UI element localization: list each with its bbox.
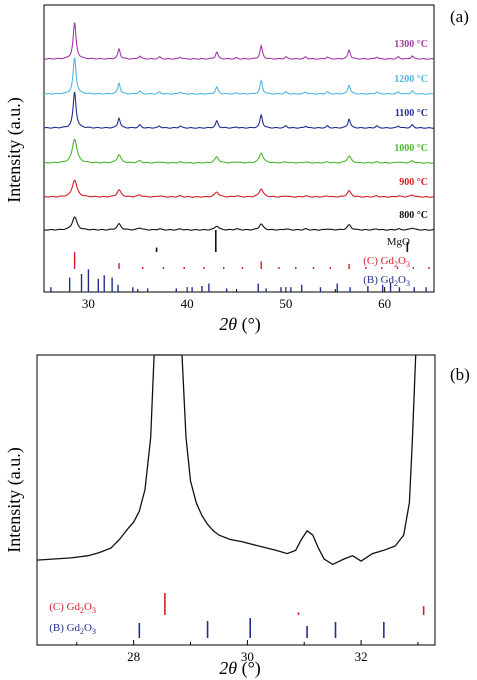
panel-a-series: 1300 °C 1200 °C 1100 °C 1000 °C 900 °C 800 °C bbox=[43, 22, 434, 231]
series-label-1000-c: 1000 °C bbox=[394, 143, 428, 154]
series-label-1200-c: 1200 °C bbox=[394, 74, 428, 85]
series-1100-c-line bbox=[43, 91, 434, 129]
ref-label-mgo: MgO bbox=[387, 236, 410, 248]
series-800-c-line bbox=[43, 216, 434, 231]
panel-b-x-axis: 28 30 32 bbox=[76, 640, 419, 664]
series-label-800-c: 800 °C bbox=[399, 210, 428, 221]
panel-b: (b) Intensity (a.u.) 28 30 32 (C) Gd2O3 (B)… bbox=[4, 354, 470, 679]
series-label-1300-c: 1300 °C bbox=[394, 39, 428, 50]
panel-b-label: (b) bbox=[450, 365, 470, 384]
panel-a-x-tick-label: 50 bbox=[279, 296, 292, 311]
series-label-900-c: 900 °C bbox=[399, 177, 428, 188]
ref-b-label-c-gd: (C) Gd2O3 bbox=[49, 601, 96, 615]
panel-a-xlabel: 2θ (°) bbox=[219, 314, 261, 335]
ref-b-label-b-gd: (B) Gd2O3 bbox=[49, 622, 96, 636]
series-label-1100-c: 1100 °C bbox=[395, 108, 428, 119]
panel-b-x-tick-label: 32 bbox=[355, 649, 368, 664]
panel-a-x-tick-label: 40 bbox=[181, 296, 194, 311]
series-1200-c-line bbox=[43, 57, 434, 95]
series-1000-c-line bbox=[43, 138, 434, 164]
panel-b-ylabel: Intensity (a.u.) bbox=[4, 447, 25, 552]
panel-a-x-tick-label: 60 bbox=[378, 296, 391, 311]
series-900-c-line bbox=[44, 179, 434, 198]
panel-a-x-axis: 30 40 50 60 bbox=[82, 287, 435, 311]
panel-a: (a) Intensity (a.u.) 30 40 50 60 1300 °C 120… bbox=[4, 4, 469, 335]
panel-b-xlabel: 2θ (°) bbox=[219, 658, 261, 679]
panel-b-references: (C) Gd2O3 (B) Gd2O3 bbox=[49, 593, 425, 638]
panel-a-frame bbox=[43, 4, 435, 293]
ref-label-c-gd: (C) Gd2O3 bbox=[363, 255, 410, 269]
diffraction-curve bbox=[36, 354, 417, 566]
panel-b-frame bbox=[36, 354, 436, 646]
ref-label-b-gd: (B) Gd2O3 bbox=[363, 274, 410, 288]
panel-a-references: MgO (C) Gd2O3 (B) Gd2O3 bbox=[50, 230, 430, 292]
panel-a-x-tick-label: 30 bbox=[82, 296, 95, 311]
panel-b-x-tick-label: 28 bbox=[127, 649, 140, 664]
series-1300-c-line bbox=[44, 22, 434, 60]
panel-a-label: (a) bbox=[450, 7, 469, 26]
panel-a-ylabel: Intensity (a.u.) bbox=[4, 97, 25, 202]
panel-b-x-tick-label: 30 bbox=[241, 649, 254, 664]
panel-b-curve bbox=[36, 354, 417, 566]
